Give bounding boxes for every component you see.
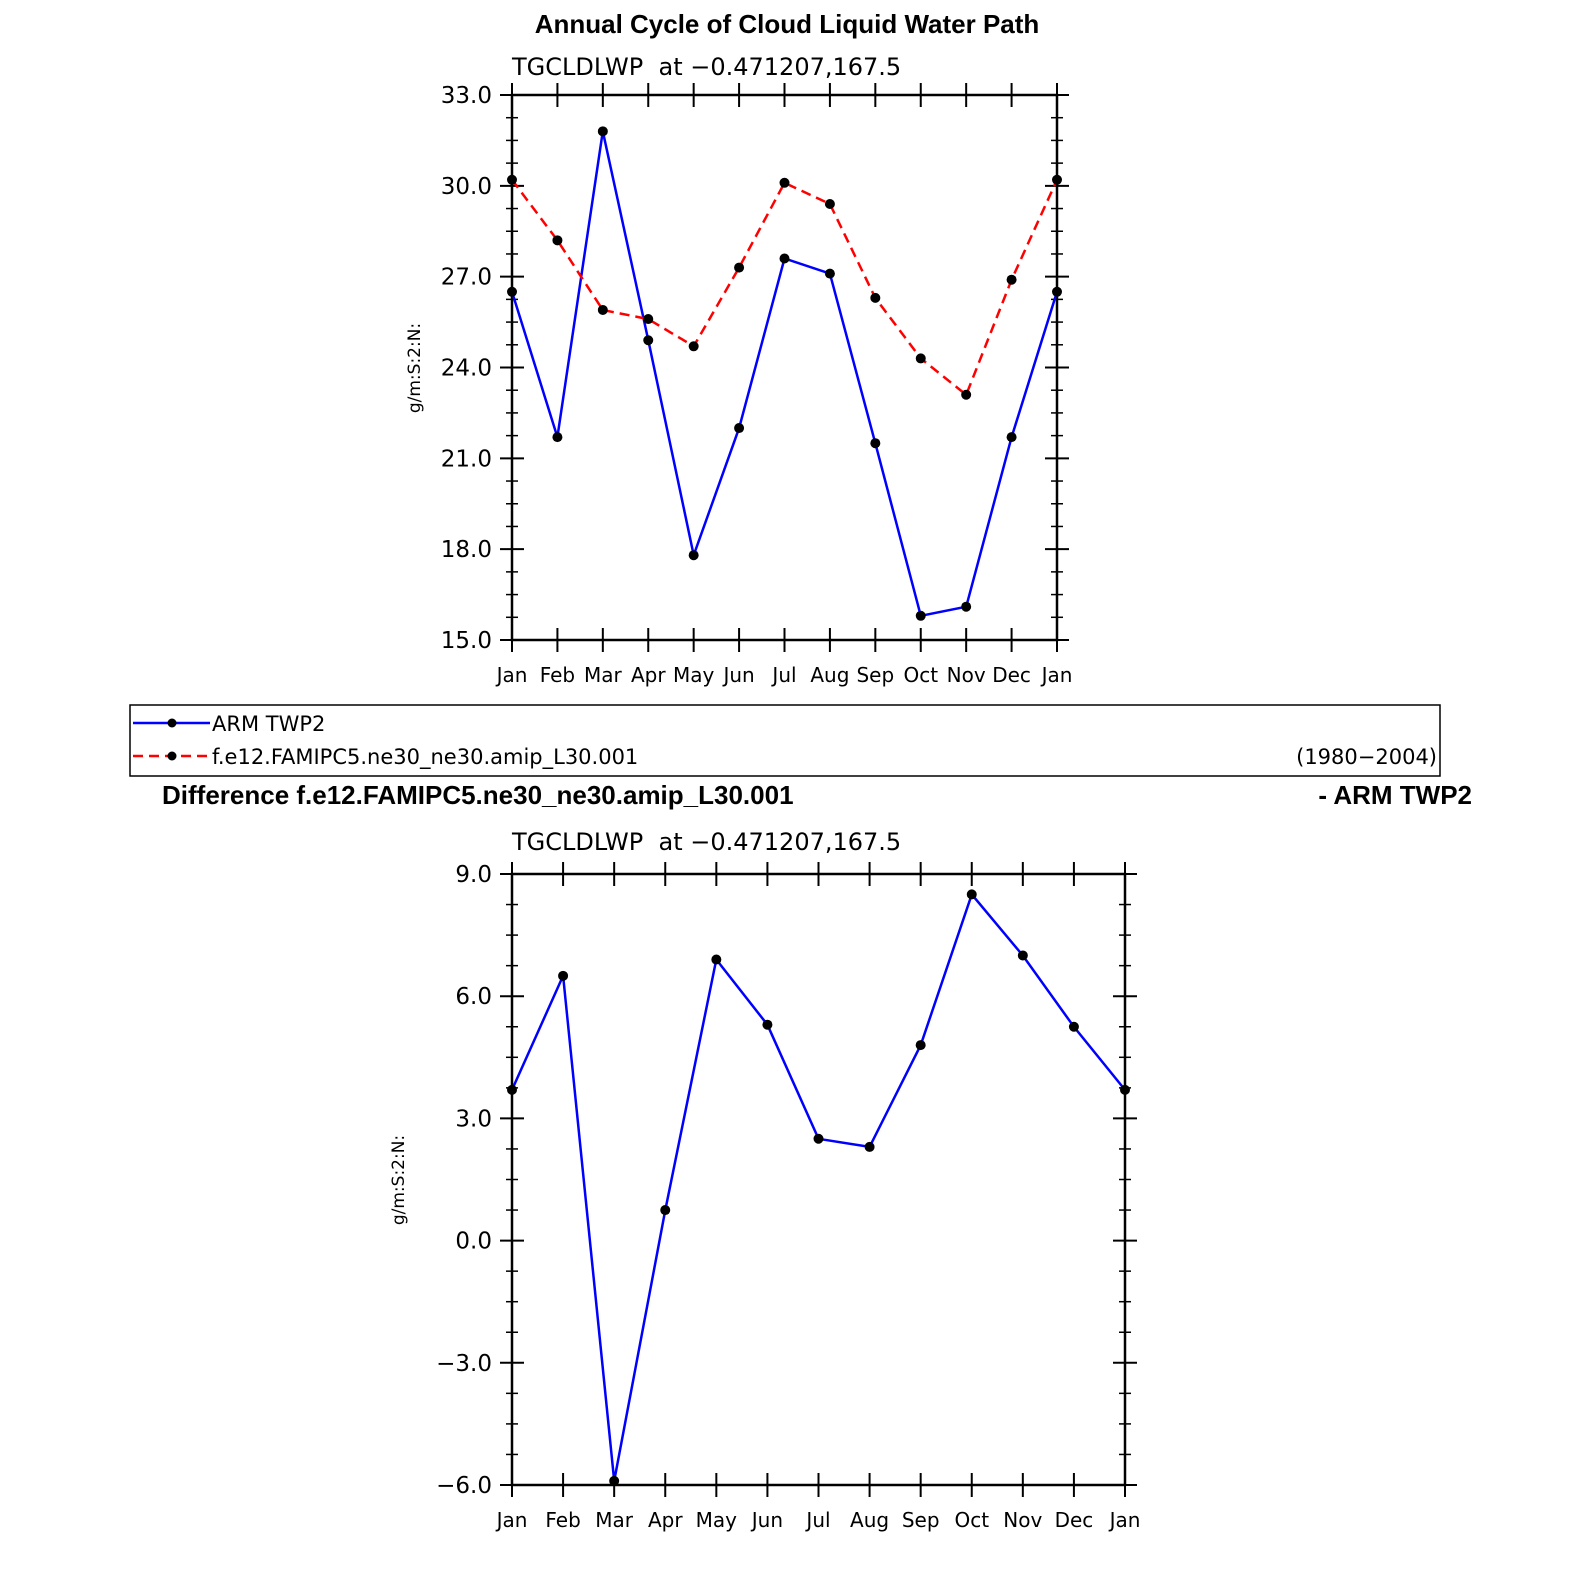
chart1-series-1-point bbox=[507, 174, 517, 185]
chart2-ytick-label: 9.0 bbox=[455, 862, 492, 888]
chart1-xtick-label: Jan bbox=[495, 663, 528, 687]
chart2-series-0-point bbox=[660, 1205, 671, 1216]
chart2-ylabel: g/m:S:2:N: bbox=[389, 1135, 409, 1225]
chart1-series-1-point bbox=[824, 199, 835, 209]
chart1-series-0-point bbox=[734, 423, 745, 434]
chart2-series-0-point bbox=[1017, 950, 1028, 961]
chart1-series-0-point bbox=[688, 550, 699, 561]
chart2-xtick-label: May bbox=[696, 1508, 738, 1532]
chart1-series-1-point bbox=[779, 177, 790, 188]
chart2-series-0-point bbox=[711, 954, 722, 965]
legend-label-model: f.e12.FAMIPC5.ne30_ne30.amip_L30.001 bbox=[212, 745, 638, 770]
chart1-xtick-label: Jun bbox=[721, 663, 754, 687]
chart1-series-0-point bbox=[507, 286, 517, 297]
chart1-series-1-point bbox=[552, 235, 563, 246]
chart1-ytick-label: 18.0 bbox=[441, 537, 492, 563]
chart2-series-0-point bbox=[609, 1475, 620, 1486]
chart1-series-0-point bbox=[1052, 286, 1062, 297]
chart2-xtick-label: Dec bbox=[1055, 1508, 1094, 1532]
chart2-ytick-label: −6.0 bbox=[436, 1473, 492, 1499]
chart1-xtick-label: May bbox=[673, 663, 715, 687]
legend-years: (1980−2004) bbox=[1296, 745, 1437, 769]
chart1-series-1-point bbox=[870, 292, 881, 303]
chart2-series-0-point bbox=[915, 1040, 926, 1051]
chart1-series-1-point bbox=[1006, 274, 1017, 285]
chart1-series-line-1 bbox=[511, 179, 1059, 397]
chart1-series-0-point bbox=[779, 253, 790, 264]
chart1-series-0-point bbox=[1006, 432, 1017, 443]
legend-label-arm: ARM TWP2 bbox=[212, 712, 325, 736]
difference-title-left: Difference f.e12.FAMIPC5.ne30_ne30.amip_… bbox=[162, 780, 794, 810]
chart1-series-0-point bbox=[597, 126, 608, 137]
chart1-xtick-label: Apr bbox=[631, 663, 666, 687]
legend-box bbox=[129, 704, 1441, 777]
chart1-xtick-label: Aug bbox=[810, 663, 849, 687]
chart1-subtitle: TGCLDLWP at −0.471207,167.5 bbox=[511, 53, 901, 81]
chart1-xtick-label: Sep bbox=[856, 663, 894, 687]
chart1-ylabel: g/m:S:2:N: bbox=[405, 323, 425, 413]
chart2-xtick-label: Aug bbox=[850, 1508, 889, 1532]
chart2-xtick-label: Nov bbox=[1003, 1508, 1042, 1532]
chart2-series-0-point bbox=[762, 1019, 773, 1030]
chart2-ytick-label: −3.0 bbox=[436, 1351, 492, 1377]
legend: ARM TWP2 f.e12.FAMIPC5.ne30_ne30.amip_L3… bbox=[129, 704, 1441, 777]
chart1-xtick-label: Jan bbox=[1040, 663, 1073, 687]
chart1-series-0-point bbox=[824, 268, 835, 279]
chart2-xtick-label: Jan bbox=[495, 1508, 528, 1532]
chart1-xtick-label: Jul bbox=[770, 663, 796, 687]
chart1-ytick-label: 30.0 bbox=[441, 174, 492, 200]
chart2-series-0-point bbox=[1068, 1021, 1079, 1032]
chart2-xtick-label: Jun bbox=[750, 1508, 783, 1532]
chart2-xtick-label: Jan bbox=[1108, 1508, 1141, 1532]
chart1-series-1-point bbox=[734, 262, 745, 273]
chart1-xtick-label: Nov bbox=[947, 663, 986, 687]
difference-chart: TGCLDLWP at −0.471207,167.5 g/m:S:2:N: −… bbox=[389, 828, 1140, 1532]
legend-marker-arm bbox=[167, 718, 177, 728]
chart1-series-1-point bbox=[915, 353, 926, 364]
chart2-frame bbox=[510, 872, 1127, 1487]
chart1-ytick-label: 24.0 bbox=[441, 356, 492, 382]
chart2-xtick-label: Sep bbox=[902, 1508, 940, 1532]
chart2-subtitle: TGCLDLWP at −0.471207,167.5 bbox=[511, 828, 901, 856]
chart1-series-0-point bbox=[915, 610, 926, 621]
chart1-xtick-label: Dec bbox=[992, 663, 1031, 687]
legend-marker-model bbox=[167, 751, 177, 761]
difference-title-right: - ARM TWP2 bbox=[1318, 780, 1472, 810]
chart2-ytick-label: 3.0 bbox=[455, 1106, 492, 1132]
chart1-series-1-point bbox=[961, 389, 972, 400]
chart1-ytick-label: 21.0 bbox=[441, 446, 492, 472]
chart1-series-0-point bbox=[552, 432, 563, 443]
chart2-ytick-label: 6.0 bbox=[455, 984, 492, 1010]
chart2-series-0-point bbox=[864, 1141, 875, 1152]
chart2-series-0-point bbox=[1120, 1084, 1130, 1095]
chart2-ytick-label: 0.0 bbox=[455, 1229, 492, 1255]
chart1-frame bbox=[510, 93, 1059, 642]
chart1-ytick-label: 33.0 bbox=[441, 83, 492, 109]
chart2-series-0-point bbox=[813, 1133, 824, 1144]
chart1-series-1-point bbox=[1052, 174, 1062, 185]
chart2-series-line-0 bbox=[510, 891, 1126, 1482]
chart1-series-0-point bbox=[961, 601, 972, 612]
chart1-xtick-label: Oct bbox=[903, 663, 938, 687]
chart1-series-1-point bbox=[643, 314, 654, 325]
chart1-series-1-point bbox=[597, 304, 608, 315]
chart2-xtick-label: Oct bbox=[954, 1508, 989, 1532]
chart2-xtick-label: Mar bbox=[595, 1508, 634, 1532]
chart1-series-0-point bbox=[643, 335, 654, 346]
chart1-series-0-point bbox=[870, 438, 881, 449]
chart1-ytick-label: 15.0 bbox=[441, 628, 492, 654]
chart2-xtick-label: Jul bbox=[804, 1508, 830, 1532]
chart1-series-1-point bbox=[688, 341, 699, 352]
main-title: Annual Cycle of Cloud Liquid Water Path bbox=[535, 9, 1040, 39]
chart1-ytick-label: 27.0 bbox=[441, 265, 492, 291]
chart2-xtick-label: Feb bbox=[545, 1508, 580, 1532]
chart2-xtick-label: Apr bbox=[648, 1508, 683, 1532]
chart2-series-0-point bbox=[507, 1084, 517, 1095]
chart1-xtick-label: Mar bbox=[584, 663, 623, 687]
annual-cycle-chart: TGCLDLWP at −0.471207,167.5 g/m:S:2:N: 1… bbox=[405, 53, 1072, 687]
chart1-xtick-label: Feb bbox=[540, 663, 575, 687]
chart2-series-0-point bbox=[558, 970, 569, 981]
chart2-series-0-point bbox=[966, 889, 977, 900]
